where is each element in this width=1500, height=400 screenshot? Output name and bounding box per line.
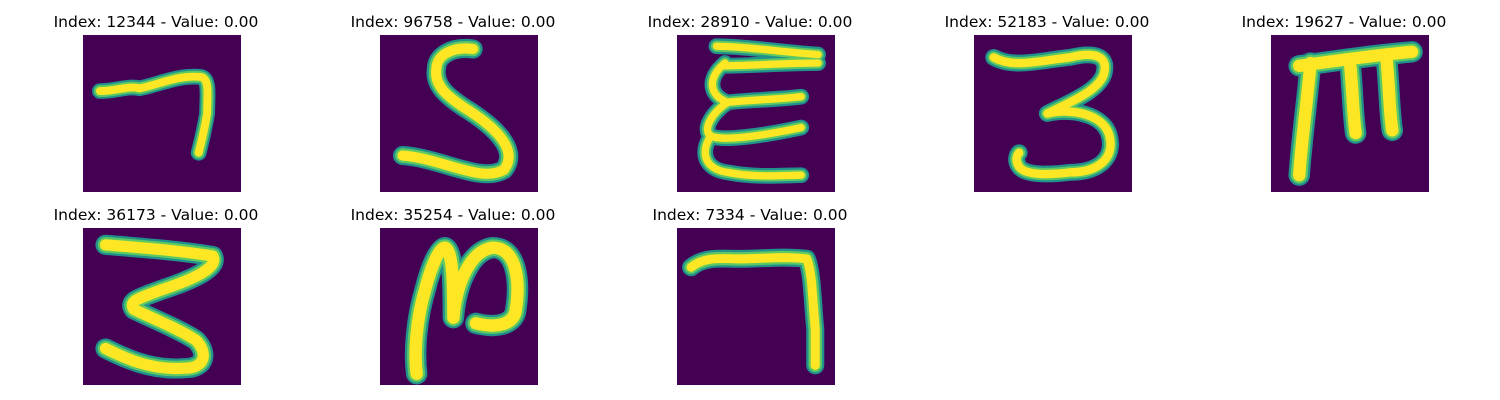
panel-5: Index: 19627 - Value: 0.00 (1194, 0, 1494, 193)
seven-tall-glyph-image (677, 228, 835, 385)
panel-4: Index: 52183 - Value: 0.00 (897, 0, 1197, 193)
panel-6: Index: 36173 - Value: 0.00 (6, 193, 306, 386)
digit-image (83, 35, 241, 192)
panel-title: Index: 12344 - Value: 0.00 (53, 13, 259, 31)
panel-title: Index: 19627 - Value: 0.00 (1241, 13, 1447, 31)
digit-image (677, 228, 835, 385)
epsilon-e-glyph-image (677, 35, 835, 192)
panel-8: Index: 7334 - Value: 0.00 (600, 193, 900, 386)
panel-title: Index: 96758 - Value: 0.00 (350, 13, 556, 31)
digit-image (974, 35, 1132, 192)
digit-image (1271, 35, 1429, 192)
panel-3: Index: 28910 - Value: 0.00 (600, 0, 900, 193)
seven-glyph-image (83, 35, 241, 192)
m-glyph-image (1271, 35, 1429, 192)
panel-1: Index: 12344 - Value: 0.00 (6, 0, 306, 193)
digit-image (380, 228, 538, 385)
panel-title: Index: 36173 - Value: 0.00 (53, 206, 259, 224)
digit-image (83, 228, 241, 385)
panel-title: Index: 35254 - Value: 0.00 (350, 206, 556, 224)
three-glyph-image (974, 35, 1132, 192)
panel-2: Index: 96758 - Value: 0.00 (303, 0, 603, 193)
panel-title: Index: 7334 - Value: 0.00 (652, 206, 848, 224)
three-large-glyph-image (83, 228, 241, 385)
panel-title: Index: 52183 - Value: 0.00 (944, 13, 1150, 31)
panel-7: Index: 35254 - Value: 0.00 (303, 193, 603, 386)
panel-title: Index: 28910 - Value: 0.00 (647, 13, 853, 31)
five-glyph-image (380, 35, 538, 192)
n-like-glyph-image (380, 228, 538, 385)
digit-image (380, 35, 538, 192)
digit-image (677, 35, 835, 192)
